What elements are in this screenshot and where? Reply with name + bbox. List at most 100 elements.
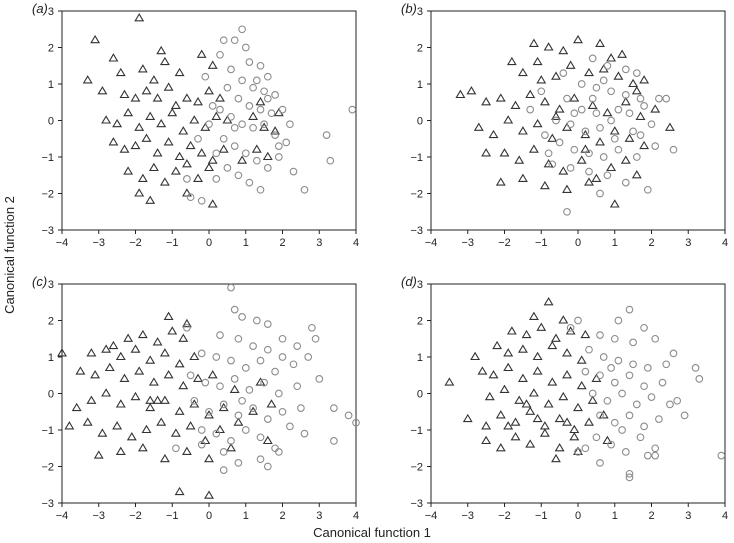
panel-d-triangle-point: [503, 348, 514, 357]
panel-a-circle-point: [263, 164, 272, 172]
panel-b-triangle-point: [539, 180, 550, 190]
panel-c-ytick-label: 0: [48, 389, 54, 401]
panel-a-triangle-point: [148, 162, 159, 172]
panel-b-xtick-label: 4: [722, 237, 728, 249]
panel-a-triangle-point: [211, 111, 222, 120]
panel-c-triangle-point: [266, 399, 277, 408]
panel-c-circle-point: [212, 353, 221, 361]
panel-d-circle-point: [607, 440, 615, 449]
panel-d-triangle-point: [543, 399, 554, 408]
panel-c-triangle-point: [101, 344, 112, 353]
panel-a-circle-point: [212, 149, 221, 158]
panel-a-circle-point: [326, 156, 335, 165]
panel-b-triangle-point: [664, 122, 675, 131]
panel-a-triangle-point: [218, 144, 229, 153]
panel-b-triangle-point: [635, 111, 646, 120]
panel-b-triangle-point: [602, 107, 613, 117]
panel-d-xtick-label: 1: [612, 510, 618, 522]
panel-c-circle-point: [278, 407, 287, 416]
panel-b-xtick-label: −1: [535, 237, 548, 249]
panel-a-xtick-label: 1: [243, 237, 249, 249]
panel-c-circle-point: [230, 305, 239, 314]
panel-c-triangle-point: [130, 344, 141, 353]
panel-c-circle-point: [249, 404, 257, 412]
panel-a-circle-point: [249, 83, 257, 92]
panel-d-circle-point: [596, 459, 604, 467]
panel-a-xtick-label: −4: [56, 237, 69, 249]
panel-c-xtick-label: −2: [129, 510, 142, 522]
panel-a-triangle-point: [152, 93, 163, 102]
panel-d-circle-point: [581, 367, 590, 376]
panel-b-circle-point: [585, 167, 593, 176]
panel-d-circle-point: [596, 411, 604, 420]
panel-b-triangle-point: [609, 199, 620, 208]
panel-d-triangle-point: [547, 377, 558, 386]
panel-c-circle-point: [245, 386, 254, 394]
panel-c-circle-point: [227, 283, 235, 292]
panel-a-ytick-label: 2: [48, 43, 54, 55]
panel-c-circle-point: [293, 342, 302, 350]
panel-a-circle-point: [186, 193, 195, 202]
panel-c-circle-point: [293, 382, 302, 391]
panel-a-circle-point: [260, 87, 268, 96]
panel-d-xtick-label: 0: [575, 510, 581, 522]
panel-d-triangle-point: [525, 406, 536, 415]
panel-a-triangle-point: [204, 162, 214, 172]
panel-b-xtick-label: 0: [575, 237, 581, 249]
panel-a-triangle-point: [152, 148, 163, 157]
panel-a-triangle-point: [182, 159, 192, 168]
panel-d-triangle-point: [481, 435, 492, 445]
panel-d-circle-point: [680, 411, 689, 420]
panel-d-circle-point: [625, 469, 634, 478]
panel-b-triangle-point: [606, 162, 617, 172]
panel-c-circle-point: [205, 407, 213, 416]
panel-a-circle-point: [205, 120, 213, 129]
panel-c-triangle-point: [204, 490, 214, 499]
panel-c-circle-point: [216, 331, 224, 339]
panel-a-circle-point: [219, 134, 228, 143]
panel-d-triangle-point: [510, 417, 521, 426]
panel-d-triangle-point: [532, 351, 543, 361]
panel-c-triangle-point: [200, 435, 211, 445]
panel-d-triangle-point: [495, 410, 506, 419]
panel-d-triangle-point: [551, 333, 561, 342]
panel-c-triangle-point: [233, 417, 244, 426]
panel-c-triangle-point: [115, 351, 126, 361]
panel-d-triangle-point: [576, 355, 587, 364]
panel-a-ytick-label: 3: [48, 6, 54, 18]
panel-d-triangle-point: [580, 329, 591, 339]
panel-d-circle-point: [691, 364, 700, 372]
panel-c-circle-point: [344, 411, 353, 420]
panel-c-triangle-point: [163, 370, 174, 379]
panel-c-circle-point: [263, 345, 272, 354]
panel-c-triangle-point: [159, 348, 170, 357]
panel-c-triangle-point: [182, 318, 192, 328]
panel-b-circle-point: [541, 131, 549, 139]
panel-a-circle-point: [271, 91, 279, 99]
panel-a-triangle-point: [115, 67, 126, 77]
panel-b-circle-point: [581, 127, 590, 136]
panel-a-triangle-point: [130, 140, 141, 150]
panel-d-triangle-point: [532, 413, 543, 423]
panel-b-triangle-point: [606, 53, 617, 62]
panel-d-circle-point: [695, 375, 704, 383]
panel-a-ytick-label: −3: [41, 225, 54, 237]
panel-a-circle-point: [219, 36, 228, 45]
panel-d-circle-point: [651, 334, 660, 343]
panel-b-circle-point: [559, 69, 568, 77]
panel-d-triangle-point: [558, 391, 569, 401]
panel-c-circle-point: [212, 429, 221, 438]
panel-b-circle-point: [592, 83, 601, 92]
panel-d-triangle-point: [481, 421, 492, 430]
panel-a-triangle-point: [262, 151, 273, 161]
panel-d-circle-point: [643, 364, 652, 372]
panel-d-circle-point: [585, 345, 593, 354]
panel-d-triangle-point: [584, 417, 594, 426]
panel-b-circle-point: [544, 149, 553, 158]
panel-a-circle-point: [241, 149, 250, 158]
panel-d-circle-point: [655, 415, 663, 423]
panel-b-circle-point: [614, 145, 623, 154]
panel-a-circle-point: [208, 102, 217, 110]
panel-c-xtick-label: −4: [56, 510, 69, 522]
